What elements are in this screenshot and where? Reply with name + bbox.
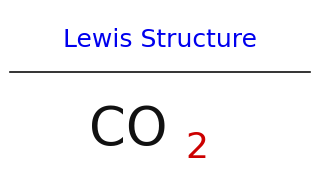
Text: CO: CO: [89, 104, 167, 156]
Text: 2: 2: [185, 131, 208, 165]
Text: Lewis Structure: Lewis Structure: [63, 28, 257, 52]
